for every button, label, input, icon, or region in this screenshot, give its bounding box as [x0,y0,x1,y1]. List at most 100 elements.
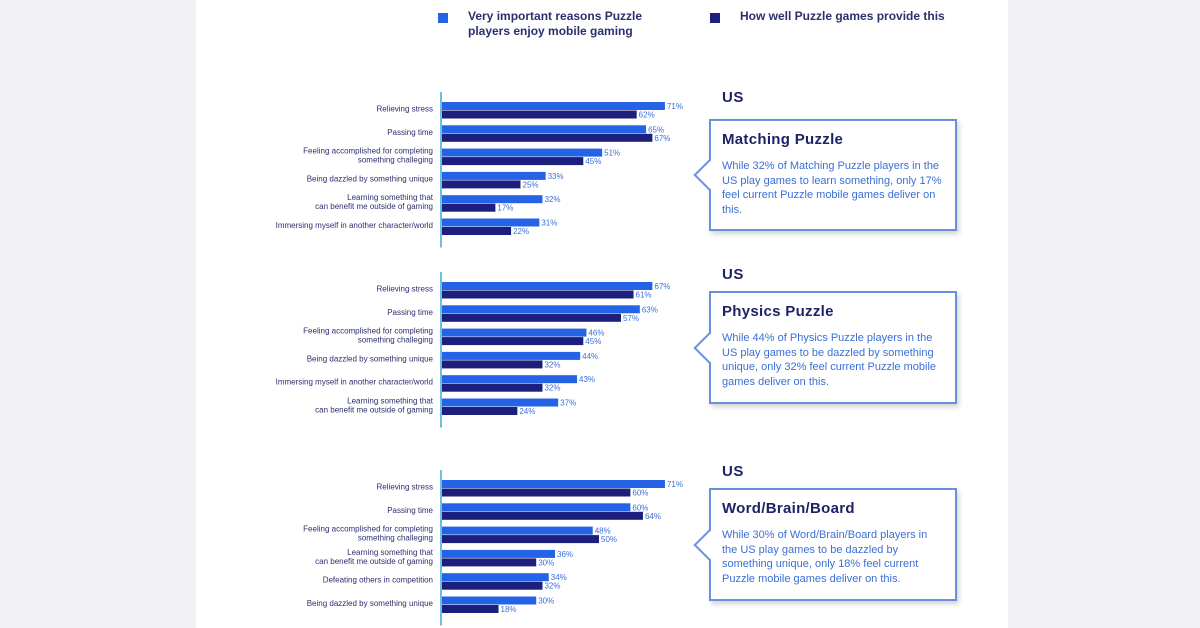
category-label: Being dazzled by something unique [307,174,434,183]
callout-pointer [693,331,725,364]
category-label-line: Feeling accomplished for completing [303,327,433,336]
bar [442,282,653,290]
category-label-line: Feeling accomplished for completing [303,147,433,156]
chart-matching-puzzle: 71% 62% Relieving stress 65%67% Passing time… [276,92,683,248]
callout-body: While 44% of Physics Puzzle players in t… [722,332,937,388]
value-label: 30% [538,558,554,567]
bar [442,195,543,204]
region-label-physics: US [722,266,744,283]
bar [442,328,587,337]
category-label-line: Being dazzled by something unique [307,599,434,608]
category-label-line: Being dazzled by something unique [307,354,434,363]
category-label: Relieving stress [377,105,433,114]
callout-physics-puzzle: Physics Puzzle While 44% of Physics Puzz… [693,291,957,404]
bar [442,526,593,535]
bar [442,535,599,544]
callout-pointer [693,159,725,191]
bar [442,157,584,166]
category-label: Learning something that can benefit me ou… [315,397,434,415]
value-label: 24% [519,407,535,416]
category-label: Relieving stress [377,483,433,492]
bar [442,133,653,142]
legend-item-importance: Very important reasons Puzzle players en… [438,9,658,39]
callout-body: While 32% of Matching Puzzle players in … [722,160,942,216]
category-label: Being dazzled by something unique [307,599,434,608]
value-label: 32% [544,582,560,591]
value-label: 33% [548,172,564,181]
value-label: 44% [582,352,598,361]
bar [442,511,643,520]
callout-pointer [693,528,725,561]
callout-matching-puzzle: Matching Puzzle While 32% of Matching Pu… [693,119,957,231]
value-label: 61% [636,291,652,300]
bar [442,573,549,582]
value-label: 71% [667,102,683,111]
category-label: Passing time [387,308,433,317]
bar [442,171,546,180]
category-label-line: Passing time [387,506,433,515]
category-label-line: can benefit me outside of gaming [315,406,433,415]
bar [442,305,640,314]
category-label-line: Immersing myself in another character/wo… [276,378,433,387]
category-label-line: Passing time [387,308,433,317]
category-label-line: something challeging [358,336,433,345]
value-label: 67% [654,134,670,143]
bar [442,549,556,558]
value-label: 51% [604,149,620,158]
category-label: Feeling accomplished for completing somet… [303,525,433,543]
value-label: 31% [541,219,557,228]
value-label: 50% [601,535,617,544]
category-label-line: can benefit me outside of gaming [315,202,433,211]
value-label: 45% [585,337,601,346]
value-label: 18% [501,605,517,614]
value-label: 67% [654,282,670,291]
bar [442,375,578,384]
value-label: 57% [623,314,639,323]
value-label: 60% [632,489,648,498]
bar [442,488,631,497]
chart-physics-puzzle: 67%61% Relieving stress 63%57% Passing time… [276,272,670,428]
category-label: Learning something that can benefit me ou… [315,548,434,566]
bar [442,203,496,212]
value-label: 32% [544,195,560,204]
category-label-line: Relieving stress [377,483,433,492]
category-label-line: can benefit me outside of gaming [315,557,433,566]
category-label: Immersing myself in another character/wo… [276,221,433,230]
category-label-line: Feeling accomplished for completing [303,525,433,534]
bar [442,148,603,157]
value-label: 43% [579,375,595,384]
region-label-word: US [722,463,744,480]
value-label: 32% [544,360,560,369]
value-label: 71% [667,480,683,489]
bar [442,102,665,110]
category-label-line: Learning something that [347,548,434,557]
value-label: 63% [642,305,658,314]
bar [442,398,559,407]
bar [442,110,637,119]
value-label: 64% [645,512,661,521]
bar [442,351,581,360]
callout-title: Word/Brain/Board [722,500,855,517]
legend-label-importance: Very important reasons Puzzle players en… [468,9,643,38]
bar [442,480,665,488]
bar [442,313,621,322]
value-label: 22% [513,227,529,236]
bar [442,227,512,235]
value-label: 25% [523,180,539,189]
category-label: Feeling accomplished for completing somet… [303,327,433,345]
bar [442,383,543,392]
callout-title: Physics Puzzle [722,303,834,320]
category-label: Feeling accomplished for completing somet… [303,147,433,165]
bar [442,407,518,415]
category-label-line: Learning something that [347,397,434,406]
category-label: Defeating others in competition [323,576,433,585]
legend-swatch-importance [438,13,448,23]
bar [442,360,543,369]
value-label: 36% [557,550,573,559]
category-label-line: Being dazzled by something unique [307,174,434,183]
category-label-line: Learning something that [347,193,434,202]
category-label-line: Relieving stress [377,105,433,114]
value-label: 17% [497,204,513,213]
category-label-line: Immersing myself in another character/wo… [276,221,433,230]
